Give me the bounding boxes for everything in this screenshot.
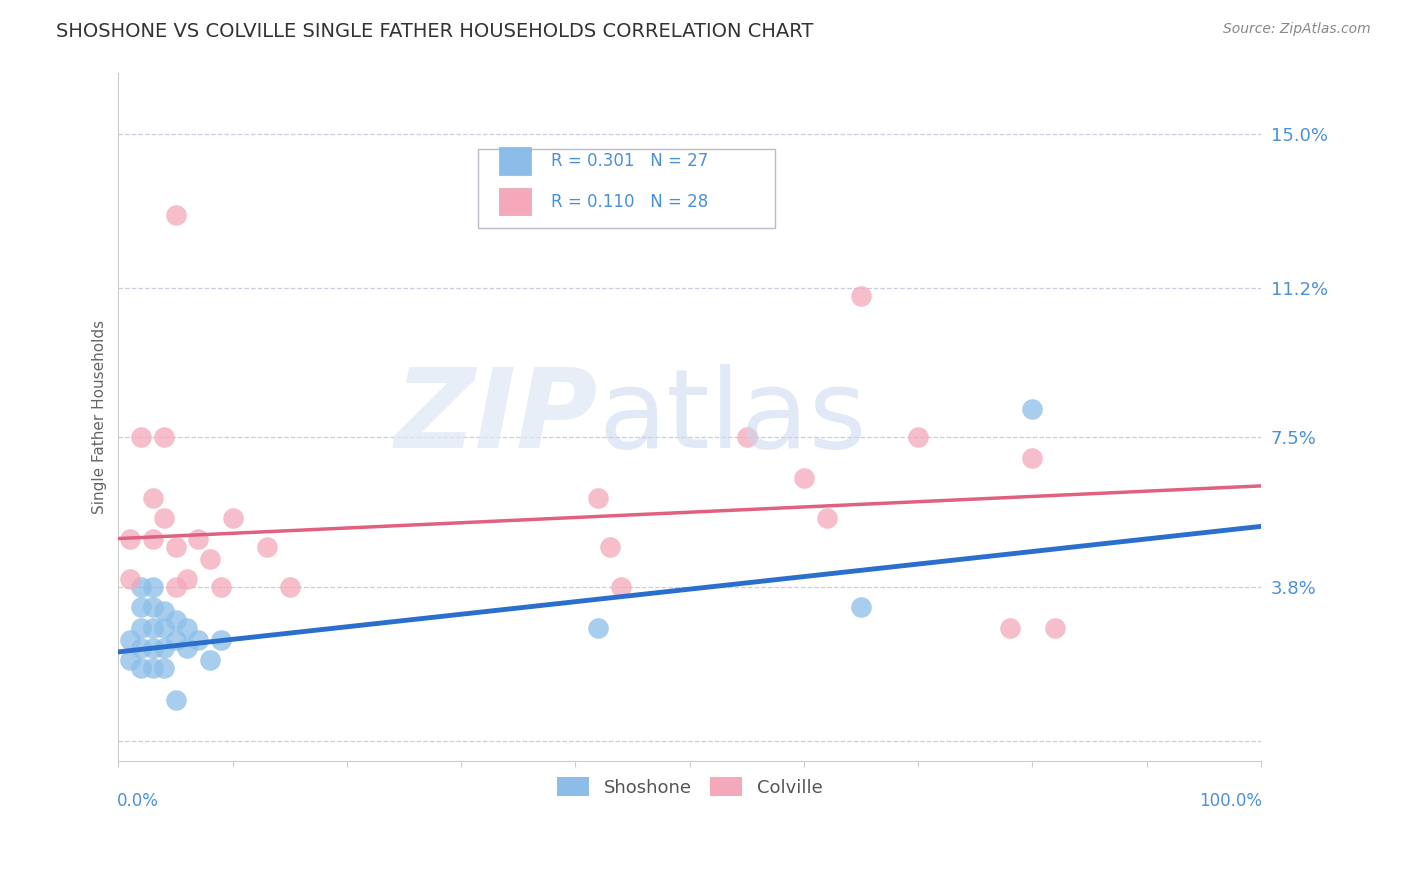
Point — [735, 430, 758, 444]
Point — [153, 430, 176, 444]
Point — [998, 621, 1021, 635]
Point — [118, 532, 141, 546]
Point — [815, 511, 838, 525]
Point — [118, 632, 141, 647]
Point — [129, 621, 152, 635]
Point — [221, 511, 243, 525]
Text: ZIP: ZIP — [395, 364, 599, 471]
Point — [142, 600, 165, 615]
Point — [129, 661, 152, 675]
Point — [165, 580, 187, 594]
Point — [588, 621, 610, 635]
Y-axis label: Single Father Households: Single Father Households — [93, 320, 107, 514]
Text: atlas: atlas — [599, 364, 866, 471]
Point — [153, 604, 176, 618]
Point — [165, 632, 187, 647]
Text: 0.0%: 0.0% — [117, 792, 159, 810]
Point — [142, 532, 165, 546]
Text: R = 0.301   N = 27: R = 0.301 N = 27 — [551, 152, 709, 170]
Point — [209, 632, 232, 647]
Point — [142, 661, 165, 675]
Text: Source: ZipAtlas.com: Source: ZipAtlas.com — [1223, 22, 1371, 37]
Point — [129, 640, 152, 655]
Point — [198, 551, 221, 566]
Point — [278, 580, 301, 594]
Point — [129, 430, 152, 444]
FancyBboxPatch shape — [478, 149, 775, 227]
Point — [599, 540, 621, 554]
Point — [907, 430, 929, 444]
Point — [153, 621, 176, 635]
Text: R = 0.110   N = 28: R = 0.110 N = 28 — [551, 193, 709, 211]
Point — [176, 572, 198, 586]
Point — [198, 653, 221, 667]
Point — [153, 640, 176, 655]
Point — [165, 613, 187, 627]
FancyBboxPatch shape — [499, 188, 531, 216]
Point — [588, 491, 610, 505]
Point — [129, 580, 152, 594]
Point — [153, 661, 176, 675]
Point — [142, 491, 165, 505]
Point — [153, 511, 176, 525]
Point — [187, 632, 209, 647]
Point — [1021, 450, 1043, 465]
Point — [129, 600, 152, 615]
Point — [118, 572, 141, 586]
Point — [610, 580, 633, 594]
Text: SHOSHONE VS COLVILLE SINGLE FATHER HOUSEHOLDS CORRELATION CHART: SHOSHONE VS COLVILLE SINGLE FATHER HOUSE… — [56, 22, 814, 41]
Point — [793, 471, 815, 485]
Point — [176, 640, 198, 655]
Point — [209, 580, 232, 594]
Point — [1021, 402, 1043, 417]
Point — [142, 621, 165, 635]
Point — [165, 540, 187, 554]
Text: 100.0%: 100.0% — [1199, 792, 1263, 810]
Point — [165, 693, 187, 707]
Point — [1045, 621, 1067, 635]
Point — [118, 653, 141, 667]
Point — [849, 288, 872, 302]
Point — [849, 600, 872, 615]
Point — [165, 208, 187, 222]
Point — [256, 540, 278, 554]
FancyBboxPatch shape — [499, 147, 531, 175]
Point — [187, 532, 209, 546]
Legend: Shoshone, Colville: Shoshone, Colville — [550, 770, 830, 804]
Point — [142, 580, 165, 594]
Point — [142, 640, 165, 655]
Point — [176, 621, 198, 635]
